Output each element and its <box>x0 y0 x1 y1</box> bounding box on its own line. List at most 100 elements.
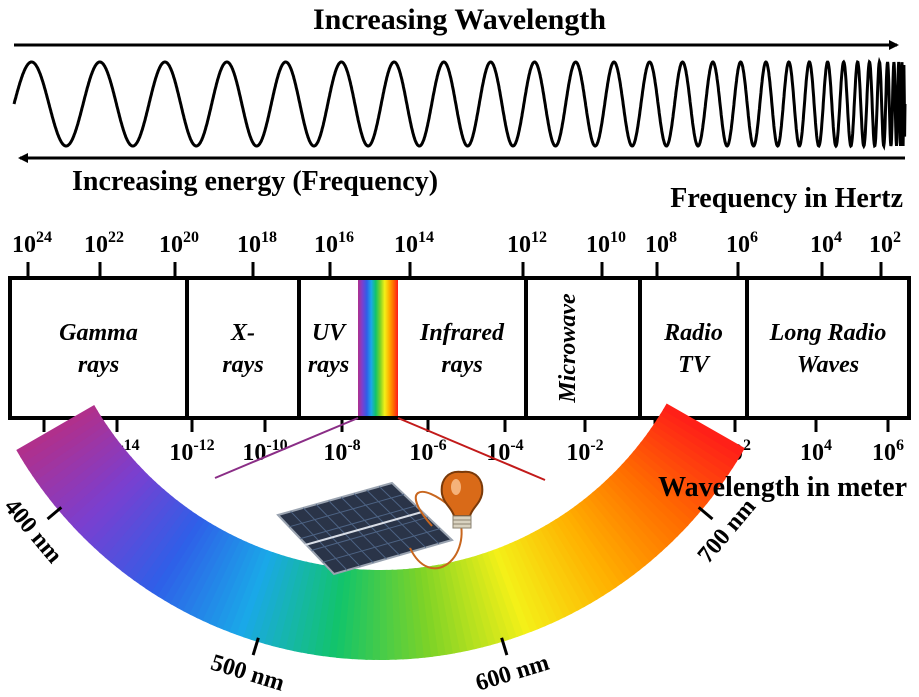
frequency-tick-label: 1024 <box>12 229 52 258</box>
spectrum-arc-segment <box>104 489 170 564</box>
spectrum-arc-segment <box>27 419 108 477</box>
spectrum-arc-segment <box>583 495 647 571</box>
band-long-radio <box>747 278 909 418</box>
spectrum-arc-segment <box>636 441 713 505</box>
spectrum-arc-segment <box>448 561 477 651</box>
bands-frame <box>8 276 911 420</box>
spectrum-arc-segment <box>514 538 560 624</box>
spectrum-arc-segment <box>621 459 694 527</box>
frequency-tick-label: 1012 <box>507 229 547 258</box>
band-label-microwave: Microwave <box>555 293 581 404</box>
spectrum-arc-segment <box>299 563 325 654</box>
wavelength-tick-label: 10-8 <box>323 437 360 466</box>
spectrum-arc-segment <box>58 452 133 518</box>
spectrum-arc-segment <box>503 543 547 630</box>
spectrum-arc-segment <box>643 432 722 493</box>
spectrum-arc-segment <box>157 519 212 602</box>
nm-tick <box>251 637 260 656</box>
spectrum-arc-segment <box>63 456 136 523</box>
spectrum-arc-segment <box>539 524 592 608</box>
frequency-tick-label: 106 <box>726 229 758 258</box>
fan-line-red <box>397 417 546 481</box>
band-label-uv: rays <box>308 352 349 378</box>
nm-label: 600 nm <box>473 650 553 697</box>
frequency-tick-label: 1020 <box>159 229 199 258</box>
spectrum-arc-segment <box>271 558 302 649</box>
spectrum-arc-segment <box>498 545 540 633</box>
frequency-axis-title: Frequency in Hertz <box>670 183 903 214</box>
spectrum-arc-segment <box>67 460 140 529</box>
spectrum-arc-segment <box>578 498 641 576</box>
frequency-tick-label: 1016 <box>314 229 354 258</box>
spectrum-arc-segment <box>569 505 629 585</box>
nm-tick <box>697 506 714 521</box>
band-label-x-rays: X- <box>230 320 255 346</box>
spectrum-arc-segment <box>278 560 308 650</box>
spectrum-arc-segment <box>442 562 470 653</box>
spectrum-arc-segment <box>72 465 144 534</box>
spectrum-arc-segment <box>487 549 526 638</box>
spectrum-arc-segment <box>121 500 183 577</box>
spectrum-arc-segment <box>189 534 237 619</box>
spectrum-arc-segment <box>151 516 207 598</box>
spectrum-arc-segment <box>554 515 611 597</box>
spectrum-arc-segment <box>215 543 258 631</box>
spectrum-arc-segment <box>459 558 491 648</box>
increasing-energy-label: Increasing energy (Frequency) <box>72 166 439 197</box>
wavelength-axis: 10-1610-1410-1210-1010-810-610-410-21001… <box>21 418 904 466</box>
frequency-tick-label: 102 <box>869 229 901 258</box>
nm-tick <box>500 637 509 656</box>
increasing-wavelength-label: Increasing Wavelength <box>312 3 607 36</box>
wavelength-tick-label: 106 <box>872 437 904 466</box>
spectrum-arc-segment <box>115 496 179 573</box>
spectrum-arc-segment <box>632 446 708 510</box>
spectrum-arc-segment <box>617 463 689 532</box>
band-label-uv: UV <box>312 320 347 346</box>
band-label-gamma: Gamma <box>59 320 138 346</box>
light-bulb-icon <box>440 470 484 529</box>
frequency-tick-label: 1014 <box>394 229 434 258</box>
spectrum-arc-segment <box>605 476 674 548</box>
spectrum-arc-segment <box>508 540 553 627</box>
spectrum-arc-segment <box>470 555 505 644</box>
spectrum-arc-segment <box>77 469 148 539</box>
spectrum-arc-segment <box>650 423 730 481</box>
spectrum-arc-segment <box>529 530 580 615</box>
spectrum-arc-segment <box>653 418 734 475</box>
spectrum-arc-segment <box>609 472 679 543</box>
spectrum-arc-segment <box>257 555 291 645</box>
band-gamma <box>10 278 187 418</box>
spectrum-arc-segment <box>656 413 738 469</box>
nm-tick <box>46 506 63 521</box>
band-label-radio-tv: Radio <box>663 320 723 346</box>
spectrum-arc-segment <box>662 403 745 457</box>
nm-label: 500 nm <box>208 650 288 697</box>
band-label-gamma: rays <box>78 352 119 378</box>
spectrum-arc-segment <box>209 541 253 628</box>
spectrum-arc-segment <box>549 518 605 601</box>
wavelength-tick-label: 10-10 <box>242 437 287 466</box>
spectrum-arc-segment <box>202 539 248 625</box>
spectrum-arc-segment <box>49 443 125 507</box>
band-microwave <box>526 278 640 418</box>
spectrum-arc-segment <box>285 561 314 652</box>
spectrum-arc-segment <box>40 433 118 495</box>
band-x-rays <box>187 278 299 418</box>
spectrum-arc-segment <box>250 553 286 643</box>
wavelength-tick-label: 10-6 <box>409 437 446 466</box>
spectrum-arc-segment <box>145 513 202 594</box>
spectrum-arc-segment <box>133 506 193 586</box>
spectrum-arc-segment <box>519 535 567 621</box>
spectrum-bands: Gamma rays X-rays UV rays Infrared rays Microwa… <box>8 276 911 420</box>
spectrum-arc-segment <box>23 414 105 471</box>
spectrum-arc-segment <box>127 503 188 582</box>
spectrum-arc-segment <box>613 467 684 537</box>
spectrum-arc-segment <box>229 548 269 636</box>
chirped-wave <box>12 56 907 151</box>
spectrum-arc-segment <box>596 484 663 557</box>
spectrum-arc-segment <box>321 566 342 658</box>
spectrum-arc-segment <box>110 492 174 568</box>
spectrum-arc-segment <box>236 550 275 638</box>
frequency-tick-label: 1018 <box>237 229 277 258</box>
wavelength-tick-label: 10-2 <box>566 437 603 466</box>
